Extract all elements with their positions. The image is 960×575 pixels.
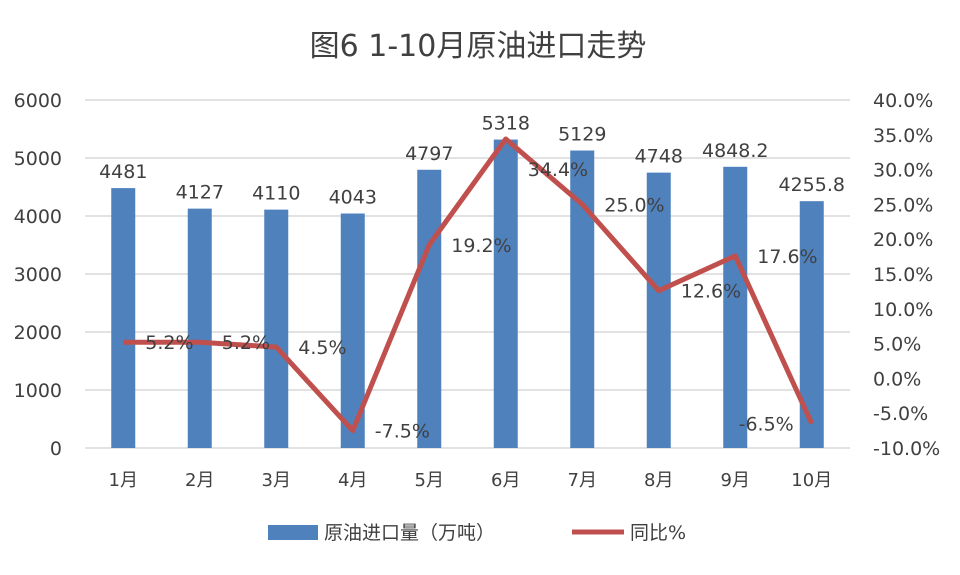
right-tick-label: -10.0% bbox=[873, 438, 940, 460]
right-tick-label: -5.0% bbox=[873, 403, 928, 425]
right-tick-label: 25.0% bbox=[873, 194, 933, 216]
bar bbox=[187, 208, 212, 448]
x-tick-label: 10月 bbox=[791, 470, 832, 491]
x-tick-label: 9月 bbox=[721, 470, 750, 491]
line-data-label: -6.5% bbox=[739, 414, 794, 436]
x-tick-label: 2月 bbox=[185, 470, 214, 491]
line-data-label: 34.4% bbox=[528, 159, 588, 181]
right-tick-label: 40.0% bbox=[873, 90, 933, 112]
bar-data-label: 4255.8 bbox=[779, 174, 845, 196]
bar-data-label: 4848.2 bbox=[702, 140, 768, 162]
left-tick-label: 6000 bbox=[14, 90, 62, 112]
bar-data-label: 4127 bbox=[176, 182, 224, 204]
left-tick-label: 4000 bbox=[14, 206, 62, 228]
x-tick-label: 8月 bbox=[644, 470, 673, 491]
line-data-label: 25.0% bbox=[604, 194, 664, 216]
right-tick-label: 10.0% bbox=[873, 299, 933, 321]
line-data-label: 5.2% bbox=[145, 332, 193, 354]
x-tick-label: 7月 bbox=[568, 470, 597, 491]
bar bbox=[264, 209, 289, 448]
right-tick-label: 30.0% bbox=[873, 160, 933, 182]
legend-swatch-bar bbox=[268, 525, 318, 540]
right-tick-label: 20.0% bbox=[873, 229, 933, 251]
line-data-label: 19.2% bbox=[451, 235, 511, 257]
line-data-label: 5.2% bbox=[222, 332, 270, 354]
bar bbox=[723, 166, 748, 449]
right-tick-label: 0.0% bbox=[873, 368, 921, 390]
x-tick-label: 1月 bbox=[109, 470, 138, 491]
bar-data-label: 4797 bbox=[405, 143, 453, 165]
right-tick-label: 35.0% bbox=[873, 125, 933, 147]
left-tick-label: 5000 bbox=[14, 148, 62, 170]
bar-data-label: 5318 bbox=[482, 113, 530, 135]
right-tick-label: 5.0% bbox=[873, 334, 921, 356]
legend-label-bar: 原油进口量（万吨） bbox=[324, 522, 495, 544]
legend-label-line: 同比% bbox=[630, 522, 686, 544]
left-tick-label: 3000 bbox=[14, 264, 62, 286]
bar bbox=[111, 188, 136, 449]
bar-data-label: 4110 bbox=[252, 183, 300, 205]
left-tick-label: 0 bbox=[50, 438, 62, 460]
right-tick-label: 15.0% bbox=[873, 264, 933, 286]
bar-data-label: 4043 bbox=[329, 187, 377, 209]
x-tick-label: 6月 bbox=[491, 470, 520, 491]
x-tick-label: 4月 bbox=[338, 470, 367, 491]
chart-title: 图6 1-10月原油进口走势 bbox=[310, 29, 647, 64]
x-tick-label: 5月 bbox=[415, 470, 444, 491]
line-data-label: 17.6% bbox=[757, 246, 817, 268]
x-tick-label: 3月 bbox=[262, 470, 291, 491]
bar-data-label: 5129 bbox=[558, 124, 606, 146]
bar-data-label: 4748 bbox=[635, 146, 683, 168]
bar-data-label: 4481 bbox=[99, 161, 147, 183]
yoy-line bbox=[123, 136, 815, 434]
bar bbox=[493, 139, 518, 448]
line-data-label: -7.5% bbox=[375, 421, 430, 443]
bar bbox=[417, 169, 442, 449]
line-data-label: 4.5% bbox=[298, 337, 346, 359]
left-tick-label: 2000 bbox=[14, 322, 62, 344]
line-data-label: 12.6% bbox=[681, 281, 741, 303]
left-tick-label: 1000 bbox=[14, 380, 62, 402]
legend: 原油进口量（万吨） 同比% bbox=[268, 522, 686, 544]
bar bbox=[646, 172, 671, 448]
